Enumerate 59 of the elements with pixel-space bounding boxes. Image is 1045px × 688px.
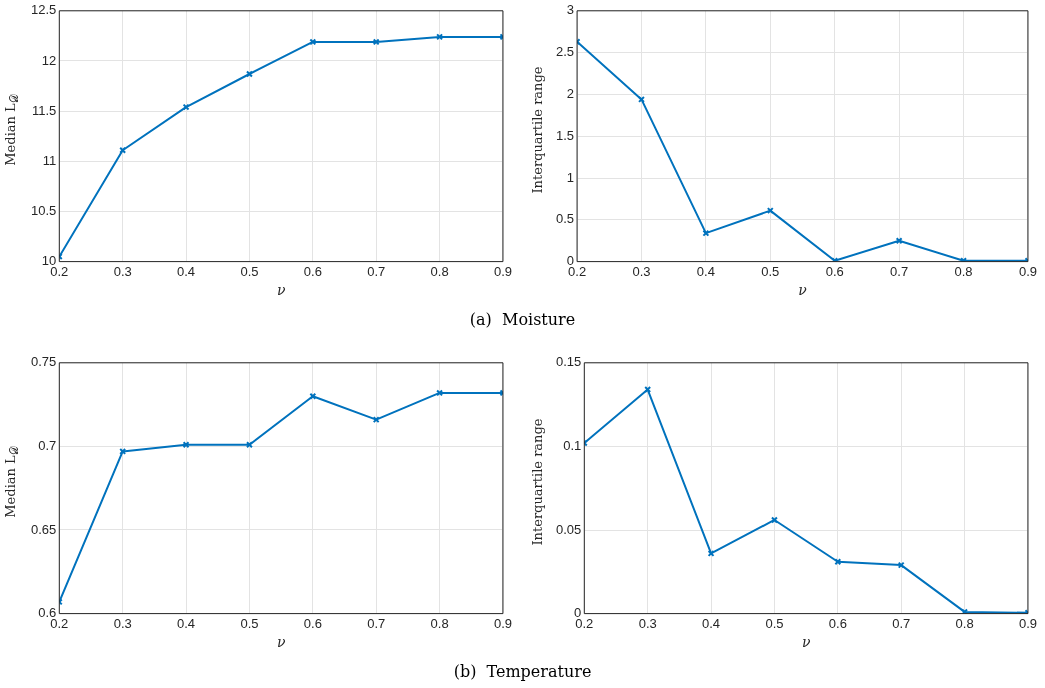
x-tick-label: 0.9 <box>493 263 512 279</box>
y-tick-label: 12 <box>41 52 57 68</box>
x-tick-label: 0.8 <box>430 615 449 631</box>
y-tick-label: 12.5 <box>30 2 57 18</box>
x-tick-label: 0.5 <box>765 615 784 631</box>
y-tick-label: 11.5 <box>31 102 57 118</box>
x-axis-title: ν <box>801 634 811 651</box>
y-tick-label: 0.05 <box>555 521 582 537</box>
y-axis-title: Interquartile range <box>529 66 545 194</box>
point <box>309 392 317 400</box>
x-tick-label: 0.3 <box>638 615 657 631</box>
x-axis-title: ν <box>798 282 808 299</box>
y-tick-label: 0.1 <box>563 437 582 453</box>
y-tick-label: 0.75 <box>30 354 57 370</box>
x-tick-label: 0.6 <box>828 615 847 631</box>
y-tick-label: 2.5 <box>555 44 575 60</box>
x-tick-label: 0.3 <box>113 263 132 279</box>
x-tick-label: 0.8 <box>954 263 973 279</box>
x-tick-label: 0.7 <box>367 615 386 631</box>
point <box>372 38 380 46</box>
text: (b) Temperature <box>452 662 593 681</box>
x-tick-label: 0.7 <box>892 615 911 631</box>
y-tick-label: 0.7 <box>38 437 57 453</box>
x-axis-title: ν <box>276 282 286 299</box>
point <box>897 561 905 569</box>
x-tick-label: 0.4 <box>702 615 721 631</box>
x-tick-label: 0.5 <box>240 615 259 631</box>
y-tick-label: 10.5 <box>30 203 57 219</box>
x-tick-label: 0.7 <box>890 263 909 279</box>
x-tick-label: 0.4 <box>177 263 196 279</box>
text: (a) Moisture <box>468 310 577 329</box>
y-axis-title: Interquartile range <box>529 418 545 546</box>
x-tick-label: 0.9 <box>493 615 512 631</box>
x-tick-label: 0.6 <box>303 615 322 631</box>
x-tick-label: 0.8 <box>955 615 974 631</box>
y-tick-label: 1 <box>566 169 575 185</box>
x-axis-title: ν <box>276 634 286 651</box>
x-tick-label: 0.6 <box>303 263 322 279</box>
point <box>182 441 190 449</box>
y-tick-label: 2 <box>566 85 575 101</box>
point <box>309 38 317 46</box>
y-tick-label: 3 <box>566 2 575 18</box>
x-tick-label: 0.9 <box>1018 615 1037 631</box>
x-tick-label: 0.5 <box>761 263 780 279</box>
x-tick-label: 0.4 <box>696 263 715 279</box>
point <box>702 229 710 237</box>
x-tick-label: 0.5 <box>240 263 259 279</box>
y-tick-label: 11 <box>42 152 57 168</box>
x-tick-label: 0.4 <box>177 615 196 631</box>
x-tick-label: 0.6 <box>825 263 844 279</box>
x-tick-label: 0.8 <box>430 263 449 279</box>
x-tick-label: 0.9 <box>1018 263 1037 279</box>
x-tick-label: 0.7 <box>367 263 386 279</box>
y-tick-label: 0.65 <box>30 521 57 537</box>
y-tick-label: 0.5 <box>555 211 575 227</box>
y-tick-label: 0.15 <box>555 354 582 370</box>
x-tick-label: 0.3 <box>632 263 651 279</box>
y-tick-label: 1.5 <box>555 127 575 143</box>
x-tick-label: 0.3 <box>113 615 132 631</box>
